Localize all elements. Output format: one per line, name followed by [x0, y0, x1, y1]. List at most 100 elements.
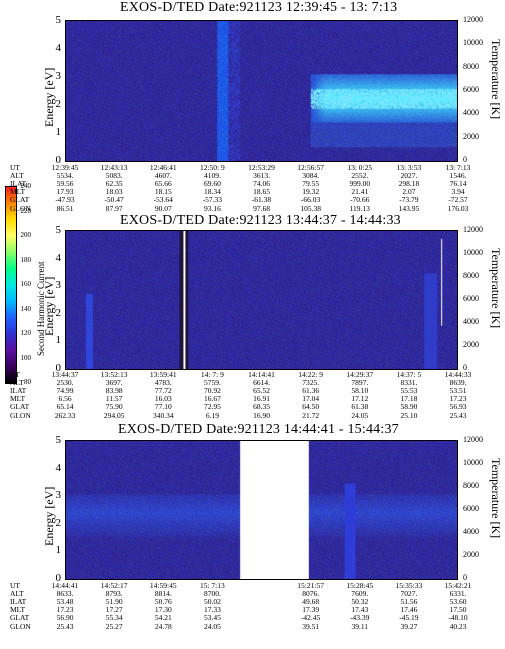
- table-cell: 86.51: [56, 203, 74, 213]
- table-cell: 17.50: [449, 605, 467, 615]
- table-cell: 340.34: [152, 410, 174, 420]
- table-cell: 61.38: [351, 402, 369, 412]
- y-tick-right: 12000: [463, 225, 483, 234]
- table-cell: 8814.: [154, 589, 172, 599]
- y-tick-left: 0: [55, 572, 62, 584]
- table-cell: 74.99: [56, 386, 74, 396]
- table-cell: 5083.: [105, 171, 123, 181]
- y-tick-right: 10000: [463, 38, 483, 48]
- table-cell: 62.35: [105, 179, 123, 189]
- table-cell: 65.14: [56, 402, 74, 412]
- y-tick-right: 8000: [463, 271, 479, 280]
- panel-title: EXOS-D/TED Date:921123 13:44:37 - 14:44:…: [120, 213, 401, 228]
- table-cell: 8331.: [400, 378, 418, 388]
- table-cell: 65.66: [154, 179, 172, 189]
- table-cell: 15: 7:13: [199, 581, 225, 590]
- table-cell: 6.19: [205, 410, 219, 420]
- colorbar-tick: 80: [24, 378, 31, 386]
- y-tick-left: 5: [55, 224, 62, 236]
- table-cell: 11.57: [105, 394, 123, 404]
- table-cell: -70.66: [350, 195, 370, 205]
- table-cell: 13: 3:53: [396, 163, 422, 172]
- table-cell: 49.68: [302, 597, 320, 607]
- table-cell: 50.32: [351, 597, 369, 607]
- y-tick-left: 1: [55, 126, 62, 138]
- table-cell: 999.00: [349, 179, 371, 189]
- table-cell: 6614.: [253, 378, 270, 388]
- y-tick-right: 2000: [463, 340, 479, 349]
- table-cell: 8633.: [56, 589, 74, 599]
- table-cell: 56.90: [56, 613, 74, 623]
- table-cell: 14:52:17: [100, 581, 128, 590]
- table-cell: 39.27: [400, 621, 418, 631]
- table-cell: -66.03: [300, 195, 321, 205]
- colorbar-tick: 240: [20, 182, 32, 190]
- table-cell: 14:59:45: [149, 581, 177, 590]
- y-tick-left: 1: [55, 334, 62, 347]
- y-axis-label-left: Energy [eV]: [42, 67, 56, 127]
- table-row-label: ALT: [10, 589, 24, 599]
- table-row-label: UT: [10, 581, 20, 590]
- table-cell: 14:29:37: [346, 370, 374, 379]
- table-cell: 6.56: [58, 394, 72, 404]
- table-cell: 25.43: [449, 410, 467, 420]
- table-cell: 14:37: 5: [396, 370, 422, 379]
- table-cell: 16.91: [253, 394, 270, 404]
- table-cell: 17.18: [400, 394, 418, 404]
- table-cell: 17.46: [400, 605, 418, 615]
- table-cell: 3697.: [105, 378, 123, 388]
- y-tick-left: 4: [55, 461, 62, 474]
- orbit-table: UT ALT ILAT MLT GLAT GLON 13:44:37 2530. 74.99 6.…: [0, 370, 505, 423]
- orbit-table: UT ALT ILAT MLT GLAT GLON 12:39:45 5534. 59.56 17…: [0, 163, 505, 216]
- y-tick-right: 4000: [463, 317, 479, 326]
- table-cell: 13:59:41: [149, 370, 177, 379]
- y-tick-left: 4: [55, 42, 62, 54]
- colorbar-gradient: [5, 186, 17, 384]
- table-cell: 12:50: 9: [199, 163, 225, 172]
- y-axis-label-right: Temperature [K]: [489, 39, 503, 120]
- spectrogram-plot: [65, 440, 458, 580]
- table-cell: 13:52:13: [100, 370, 128, 379]
- y-tick-right: 0: [463, 363, 467, 372]
- table-row-label: UT: [10, 163, 20, 172]
- spectrogram-canvas: [66, 231, 457, 369]
- y-tick-left: 1: [55, 544, 62, 557]
- table-cell: 3.94: [451, 187, 465, 197]
- table-cell: 24.05: [351, 410, 369, 420]
- table-cell: 12:46:41: [149, 163, 177, 172]
- table-cell: 7027.: [400, 589, 418, 599]
- table-cell: 68.35: [253, 402, 270, 412]
- table-cell: 70.92: [203, 386, 221, 396]
- table-cell: -45.19: [399, 613, 419, 623]
- table-row-label: ALT: [10, 171, 24, 181]
- table-cell: 12:53:29: [248, 163, 275, 172]
- colorbar-tick: 200: [20, 231, 32, 239]
- table-cell: 13: 7:13: [445, 163, 471, 172]
- y-axis-label-right: Temperature [K]: [489, 248, 503, 329]
- table-cell: 17.33: [203, 605, 221, 615]
- table-cell: 16.67: [203, 394, 221, 404]
- y-tick-right: 2000: [463, 550, 479, 559]
- table-cell: 12:43:13: [100, 163, 128, 172]
- table-cell: 50.02: [203, 597, 221, 607]
- table-cell: 7609.: [351, 589, 369, 599]
- table-cell: 3084.: [302, 171, 320, 181]
- table-cell: 6331.: [449, 589, 467, 599]
- table-cell: 55.34: [105, 613, 123, 623]
- table-cell: 3613.: [253, 171, 270, 181]
- table-cell: 8793.: [105, 589, 123, 599]
- table-cell: 294.05: [103, 410, 125, 420]
- y-tick-left: 2: [55, 306, 62, 319]
- table-row-label: ALT: [10, 378, 24, 388]
- table-row-label: GLAT: [10, 402, 30, 412]
- colorbar-tick: 100: [20, 353, 32, 362]
- table-row-label: GLAT: [10, 613, 30, 623]
- table-cell: 77.10: [154, 402, 172, 412]
- y-tick-left: 2: [55, 516, 62, 529]
- y-tick-right: 2000: [463, 131, 479, 141]
- table-cell: 2552.: [351, 171, 369, 181]
- table-cell: 17.27: [105, 605, 123, 615]
- table-row-label: MLT: [10, 394, 26, 404]
- table-cell: 74.06: [253, 179, 270, 189]
- table-cell: 16.90: [253, 410, 270, 420]
